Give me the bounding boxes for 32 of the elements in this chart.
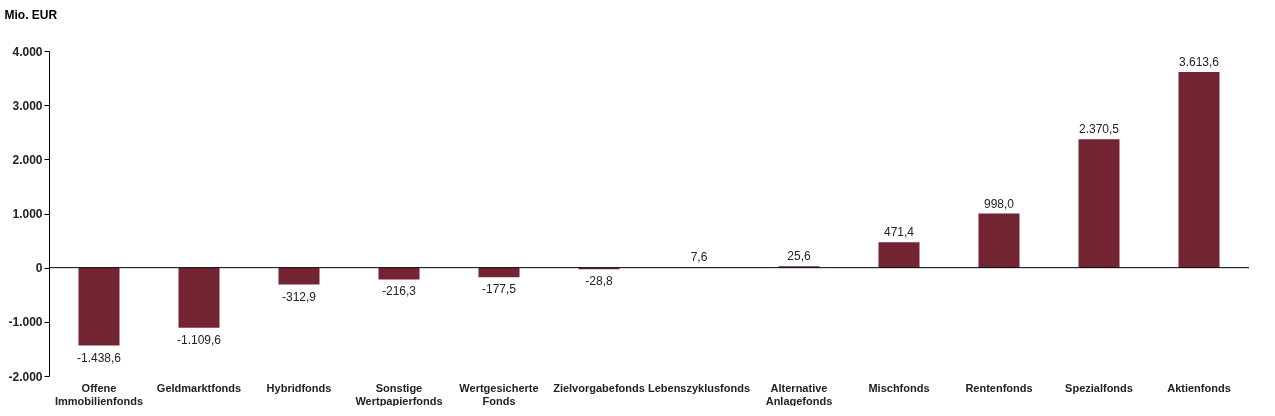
data-label: -1.109,6 [176, 332, 222, 347]
y-tick-label: 1.000 [12, 207, 43, 221]
x-tick-label: Alternative Anlagefonds [765, 381, 833, 407]
x-tick-label: Geldmarktfonds [156, 381, 242, 394]
data-label: 3.613,6 [1178, 54, 1220, 69]
y-tick-label: -1.000 [8, 315, 43, 330]
y-tick-label: 2.000 [12, 152, 43, 167]
data-label: -312,9 [281, 289, 317, 304]
y-tick-label: 3.000 [12, 98, 43, 113]
x-tick-label: Hybridfonds [266, 381, 332, 394]
data-label: -216,3 [381, 284, 417, 299]
data-label: 471,4 [883, 225, 915, 240]
y-tick-label: 4.000 [12, 44, 43, 59]
x-tick-label: Mischfonds [868, 381, 930, 394]
y-tick-label: -2.000 [8, 369, 43, 384]
data-label: -28,8 [585, 274, 613, 289]
x-tick-label: Aktienfonds [1167, 381, 1231, 394]
data-label: -177,5 [481, 282, 517, 297]
data-label: -1.438,6 [76, 350, 122, 365]
x-tick-label: Sonstige Wertpapierfonds [355, 381, 443, 407]
x-tick-label: Zielvorgabefonds [553, 381, 645, 394]
x-tick-label: Rentenfonds [965, 381, 1033, 394]
data-label: 998,0 [983, 196, 1015, 211]
data-label: 2.370,5 [1078, 122, 1120, 137]
x-tick-label: Lebenszyklusfonds [647, 381, 751, 394]
data-label: 7,6 [690, 250, 708, 265]
y-tick-label: 0 [35, 261, 43, 276]
data-label: 25,6 [787, 249, 811, 264]
x-tick-label: Offene Immobilienfonds [55, 381, 143, 407]
y-axis-title: Mio. EUR [4, 7, 58, 22]
x-tick-label: Spezialfonds [1065, 381, 1133, 394]
x-tick-label: Wertgesicherte Fonds [459, 381, 539, 407]
